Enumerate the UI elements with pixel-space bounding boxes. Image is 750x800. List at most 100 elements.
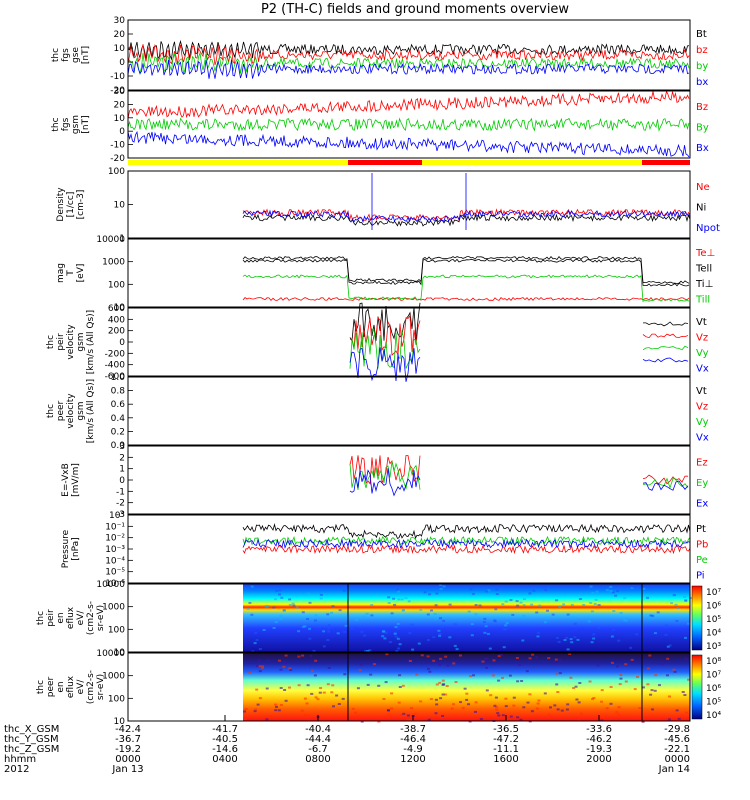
spectrogram-speckle (504, 697, 508, 700)
spectrogram-speckle (617, 713, 621, 716)
spectrogram-speckle (619, 612, 623, 614)
spectrogram-speckle (397, 627, 401, 630)
spectrogram-speckle (535, 707, 539, 710)
x-row-value: -19.3 (586, 744, 612, 755)
panel-fgs_gse: Bt bz by bx 30 20 10 0 -10 -20 thc fgs gse [nT] (51, 16, 708, 96)
spectrogram-speckle (382, 630, 386, 633)
spectrogram-speckle (401, 684, 405, 687)
spectrogram-speckle (493, 620, 497, 623)
spectrogram-speckle (288, 604, 292, 606)
spectrogram-speckle (288, 686, 291, 689)
x-row-value: 1200 (400, 754, 425, 765)
spectrogram-speckle (326, 683, 330, 686)
spectrogram-speckle (528, 657, 532, 660)
spectrogram-speckle (397, 701, 401, 704)
spectrogram-speckle (504, 600, 508, 603)
spectrogram-speckle (641, 720, 645, 723)
y-axis-label: thc fgs gsm [nT] (51, 115, 91, 134)
spectrogram-speckle (612, 610, 616, 612)
panel-pressure: Pt Pb Pe Pi 10°10⁻¹ 10⁻²10⁻³10⁻⁴ 10⁻⁵10⁻⁶ Press… (61, 511, 708, 589)
spectrogram-speckle (428, 670, 432, 673)
spectrogram-speckle (330, 611, 334, 614)
spectrogram-speckle (515, 657, 519, 659)
spectrogram-speckle (432, 659, 436, 662)
x-row-value: -22.1 (664, 744, 690, 755)
spectrogram-speckle (519, 601, 523, 604)
spectrogram-speckle (390, 692, 394, 695)
spectrogram-speckle (327, 627, 331, 630)
spectrogram-speckle (305, 702, 309, 705)
colorbar (691, 585, 703, 651)
spectrogram-speckle (394, 626, 398, 629)
spectrogram-speckle (676, 607, 680, 610)
y-tick-label: 1000 (102, 603, 125, 613)
spectrogram-speckle (319, 593, 323, 596)
legend-label: Ti⊥ (695, 279, 713, 290)
legend-label: Pe (696, 555, 708, 566)
spectrogram-speckle (439, 587, 443, 590)
status-segment (348, 160, 422, 165)
spectrogram-speckle (444, 655, 448, 658)
spectrogram-speckle (308, 627, 311, 630)
series-line-pi (242, 538, 691, 549)
spectrogram-speckle (314, 614, 318, 617)
legend-label: by (696, 61, 708, 72)
spectrogram-speckle (588, 680, 592, 683)
spectrogram-speckle (318, 691, 322, 694)
spectrogram-speckle (651, 708, 654, 711)
spectrogram-speckle (605, 707, 609, 710)
spectrogram-speckle (310, 692, 314, 695)
y-axis-label-line: [cm-3] (76, 190, 86, 220)
legend-label: bz (696, 45, 708, 56)
y-tick-label: 0 (119, 58, 125, 68)
y-tick-label: 10⁻⁶ (105, 579, 125, 589)
x-row-value: -38.7 (400, 724, 426, 735)
spectrogram-speckle (306, 684, 310, 687)
panel-efield: Ez Ey Ex 32 10-1 -2-3 E=-VxB [mV/m] (61, 442, 708, 520)
y-axis-label-line: velocity (66, 324, 76, 360)
x-row-value: -36.7 (115, 734, 141, 745)
spectrogram-speckle (546, 609, 549, 612)
y-tick-label: -2 (116, 499, 125, 509)
spectrogram-speckle (399, 714, 403, 717)
spectrogram-speckle (297, 630, 301, 633)
spectrogram-speckle (398, 686, 402, 688)
spectrogram-speckle (578, 682, 582, 684)
spectrogram-speckle (541, 584, 545, 587)
spectrogram-speckle (397, 647, 401, 650)
y-tick-label: 3 (119, 442, 125, 452)
spectrogram-speckle (683, 694, 687, 696)
spectrogram-speckle (319, 687, 323, 689)
spectrogram-speckle (260, 666, 264, 669)
y-axis-label-line: [nT] (81, 46, 91, 64)
colorbar-tick-label: 10⁶ (706, 684, 721, 694)
spectrogram-speckle (506, 719, 510, 722)
spectrogram-speckle (521, 639, 525, 642)
spectrogram-speckle (292, 604, 296, 607)
spectrogram-speckle (636, 675, 639, 678)
spectrogram-speckle (402, 712, 406, 715)
spectrogram-speckle (590, 610, 594, 613)
spectrogram-speckle (261, 665, 265, 668)
legend-label: Bt (696, 29, 707, 40)
spectrogram-speckle (555, 672, 559, 675)
spectrogram-speckle (668, 695, 671, 698)
series-line-npot (242, 173, 691, 230)
y-axis-label-line: eflux (66, 606, 76, 629)
spectrogram-speckle (280, 596, 284, 599)
spectrogram-speckle (246, 607, 250, 610)
colorbar-tick-label: 10⁵ (706, 615, 721, 625)
spectrogram-speckle (528, 693, 532, 696)
spectrogram-speckle (400, 598, 404, 601)
spectrogram-speckle (467, 703, 470, 706)
y-tick-label: 100 (108, 694, 125, 704)
spectrogram-speckle (617, 639, 621, 642)
y-axis-label-line: eV/ (76, 679, 86, 695)
y-tick-label: 600 (108, 304, 125, 314)
spectrogram-speckle (646, 596, 649, 599)
spectrogram-speckle (322, 691, 326, 694)
spectrogram-speckle (562, 603, 566, 606)
spectrogram-speckle (439, 657, 443, 660)
spectrogram-speckle (465, 692, 469, 695)
